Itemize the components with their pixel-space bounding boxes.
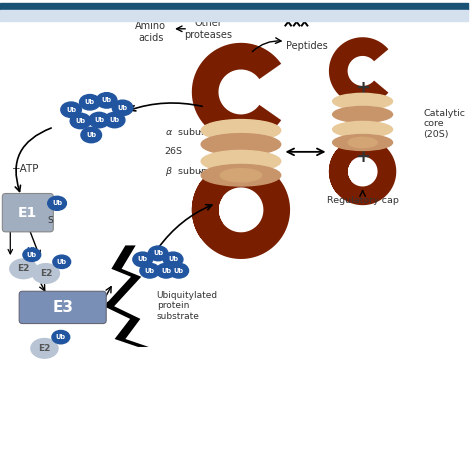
Ellipse shape (70, 113, 91, 128)
Text: Ub: Ub (27, 252, 37, 258)
Text: Catalytic
core
(20S): Catalytic core (20S) (423, 109, 465, 139)
FancyBboxPatch shape (2, 193, 54, 232)
Ellipse shape (31, 338, 58, 358)
Text: Ub: Ub (66, 107, 76, 113)
Ellipse shape (10, 259, 37, 279)
Polygon shape (192, 43, 281, 141)
Polygon shape (104, 246, 149, 347)
Ellipse shape (201, 134, 281, 155)
Text: Ub: Ub (174, 268, 184, 273)
Ellipse shape (23, 248, 41, 262)
Ellipse shape (333, 135, 392, 150)
Text: S: S (48, 216, 54, 225)
Ellipse shape (48, 196, 66, 210)
Text: Amino
acids: Amino acids (135, 21, 166, 43)
Text: Ub: Ub (101, 97, 112, 103)
Ellipse shape (53, 255, 71, 268)
Text: Peptides: Peptides (285, 41, 328, 51)
Ellipse shape (163, 252, 183, 267)
Text: +ATP: +ATP (12, 164, 39, 174)
Text: Other
proteases: Other proteases (184, 18, 232, 40)
Polygon shape (192, 161, 290, 259)
Text: E2: E2 (38, 344, 51, 353)
Text: $\beta$  subunits: $\beta$ subunits (164, 165, 219, 178)
Ellipse shape (32, 264, 59, 283)
Text: Ub: Ub (57, 259, 67, 265)
Ellipse shape (201, 164, 281, 186)
Ellipse shape (112, 100, 133, 116)
Text: 26S: 26S (164, 147, 182, 156)
Ellipse shape (140, 264, 160, 278)
Ellipse shape (220, 169, 262, 182)
Text: E1: E1 (18, 206, 37, 219)
Ellipse shape (52, 330, 70, 344)
Ellipse shape (104, 112, 125, 128)
Text: Ub: Ub (137, 256, 148, 263)
Ellipse shape (348, 137, 377, 147)
Text: Ub: Ub (94, 117, 104, 123)
Text: E2: E2 (17, 264, 29, 273)
Ellipse shape (169, 264, 189, 278)
Ellipse shape (201, 119, 281, 141)
Polygon shape (329, 37, 388, 105)
Bar (0, 3, 468, 10)
Ellipse shape (133, 252, 153, 267)
Text: Ubiquitylated
protein
substrate: Ubiquitylated protein substrate (157, 291, 218, 320)
Ellipse shape (80, 94, 100, 110)
Text: Ub: Ub (168, 256, 178, 263)
Text: E2: E2 (40, 269, 52, 278)
Text: Ub: Ub (86, 132, 96, 138)
Ellipse shape (333, 121, 392, 137)
Text: +: + (355, 147, 370, 165)
Ellipse shape (81, 128, 101, 143)
Ellipse shape (61, 102, 82, 118)
Text: Ub: Ub (26, 247, 38, 256)
Text: Ub: Ub (153, 250, 163, 256)
Text: +: + (355, 79, 370, 97)
Ellipse shape (148, 246, 168, 261)
Text: E3: E3 (52, 300, 73, 315)
FancyBboxPatch shape (19, 291, 106, 324)
Ellipse shape (89, 112, 109, 128)
Ellipse shape (201, 150, 281, 172)
Bar (0, 10, 468, 21)
Text: Ub: Ub (109, 117, 119, 123)
Text: Ub: Ub (145, 268, 155, 273)
Ellipse shape (333, 93, 392, 109)
Text: Ub: Ub (85, 99, 95, 105)
Ellipse shape (156, 264, 176, 278)
Polygon shape (329, 138, 396, 205)
Text: Ub: Ub (52, 201, 62, 206)
Text: $\alpha$  subunits: $\alpha$ subunits (164, 126, 219, 137)
Text: Regulatory cap: Regulatory cap (327, 196, 399, 205)
Ellipse shape (96, 92, 117, 108)
Text: Ub: Ub (118, 105, 128, 111)
Ellipse shape (333, 107, 392, 122)
Text: Ub: Ub (161, 268, 171, 273)
Text: Ub: Ub (75, 118, 85, 124)
Text: Ub: Ub (56, 334, 66, 340)
